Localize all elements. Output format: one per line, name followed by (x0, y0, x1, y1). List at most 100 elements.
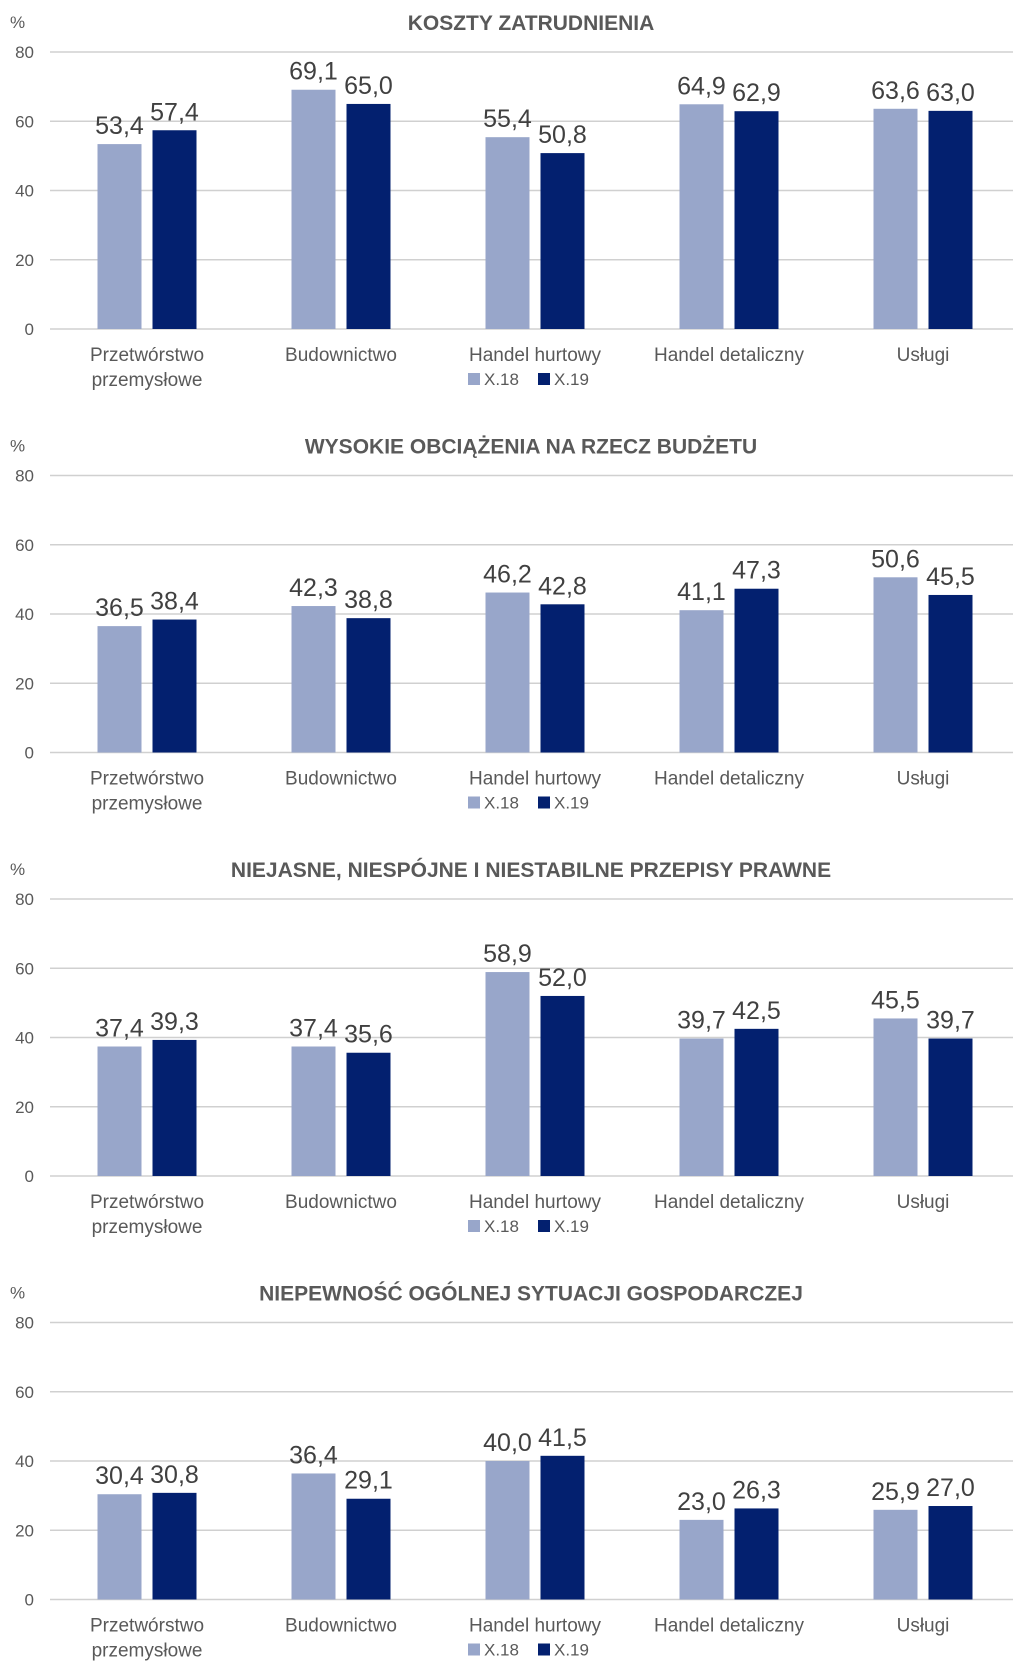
category-label: Handel detaliczny (654, 1616, 804, 1637)
data-label: 39,3 (150, 1008, 199, 1036)
bar-x18 (97, 144, 142, 329)
data-label: 62,9 (732, 79, 781, 107)
data-label: 69,1 (289, 58, 338, 86)
legend-label: X.18 (484, 370, 519, 389)
category-label: Handel detaliczny (654, 1192, 804, 1213)
y-tick-label: 60 (15, 112, 34, 131)
bar-x19 (734, 1028, 779, 1176)
category-label: Handel hurtowy (469, 1192, 602, 1213)
category-label: Budownictwo (285, 769, 397, 790)
data-label: 57,4 (150, 98, 199, 126)
category-label: Przetwórstwo (90, 1192, 204, 1213)
bar-x18 (873, 108, 918, 329)
legend-label: X.19 (554, 794, 589, 813)
legend-swatch-x18 (468, 1643, 480, 1656)
bar-x19 (734, 111, 779, 330)
category-label: Usługi (897, 1616, 950, 1637)
bar-x19 (734, 1508, 779, 1600)
category-label: przemysłowe (92, 794, 203, 815)
chart-panel-2: % WYSOKIE OBCIĄŻENIA NA RZECZ BUDŻETU 0 20 4… (10, 436, 1013, 815)
y-tick-label: 80 (15, 43, 34, 62)
bar-x19 (346, 1498, 391, 1600)
unit-label: % (10, 437, 25, 456)
category-label: przemysłowe (92, 370, 203, 391)
data-label: 45,5 (926, 563, 975, 591)
legend-swatch-x18 (468, 796, 480, 809)
unit-label: % (10, 860, 25, 879)
bar-x19 (540, 1455, 585, 1600)
bar-x18 (679, 610, 724, 753)
y-tick-label: 0 (25, 320, 34, 339)
data-label: 37,4 (289, 1015, 338, 1043)
bar-x19 (928, 1506, 973, 1600)
data-label: 35,6 (344, 1021, 393, 1049)
category-label: Przetwórstwo (90, 769, 204, 790)
data-label: 25,9 (871, 1478, 920, 1506)
data-label: 50,6 (871, 545, 920, 573)
bar-x18 (291, 606, 336, 753)
legend-label: X.18 (484, 1641, 519, 1660)
bar-x19 (540, 995, 585, 1176)
y-tick-label: 20 (15, 1098, 34, 1117)
y-tick-label: 20 (15, 1521, 34, 1540)
y-tick-label: 0 (25, 1591, 34, 1610)
y-tick-label: 40 (15, 1452, 34, 1471)
bar-x18 (291, 89, 336, 330)
bar-x18 (873, 1018, 918, 1176)
data-label: 30,4 (95, 1462, 144, 1490)
data-label: 39,7 (677, 1007, 726, 1035)
data-label: 63,6 (871, 77, 920, 105)
chart-panel-3: % NIEJASNE, NIESPÓJNE I NIESTABILNE PRZEP… (10, 858, 1013, 1238)
bar-x18 (97, 1494, 142, 1600)
category-label: Handel hurtowy (469, 345, 602, 366)
legend-label: X.18 (484, 1217, 519, 1236)
data-label: 63,0 (926, 79, 975, 107)
category-label: Budownictwo (285, 1616, 397, 1637)
data-label: 47,3 (732, 557, 781, 585)
legend-swatch-x19 (538, 1643, 550, 1656)
y-tick-label: 80 (15, 890, 34, 909)
data-label: 42,5 (732, 997, 781, 1025)
data-label: 40,0 (483, 1429, 532, 1457)
bar-x19 (152, 1492, 197, 1600)
data-label: 41,1 (677, 578, 726, 606)
category-label: Przetwórstwo (90, 345, 204, 366)
bar-x19 (152, 619, 197, 753)
bar-x18 (485, 592, 530, 753)
data-label: 45,5 (871, 986, 920, 1014)
bar-x18 (873, 577, 918, 753)
y-tick-label: 0 (25, 744, 34, 763)
bar-x19 (346, 618, 391, 753)
legend-swatch-x18 (468, 373, 480, 385)
chart-title: NIEJASNE, NIESPÓJNE I NIESTABILNE PRZEPI… (231, 858, 831, 882)
data-label: 36,4 (289, 1441, 338, 1469)
category-label: Handel detaliczny (654, 769, 804, 790)
unit-label: % (10, 1284, 25, 1303)
chart-title: NIEPEWNOŚĆ OGÓLNEJ SYTUACJI GOSPODARCZEJ (259, 1282, 803, 1306)
y-tick-label: 40 (15, 182, 34, 201)
chart-panel-4: % NIEPEWNOŚĆ OGÓLNEJ SYTUACJI GOSPODARCZE… (10, 1282, 1013, 1662)
bar-x18 (679, 1519, 724, 1600)
legend-swatch-x18 (468, 1220, 480, 1232)
data-label: 29,1 (344, 1467, 393, 1495)
y-tick-label: 60 (15, 536, 34, 555)
category-label: przemysłowe (92, 1641, 203, 1662)
legend-label: X.19 (554, 1217, 589, 1236)
category-label: Handel hurtowy (469, 1616, 602, 1637)
bar-x19 (346, 103, 391, 329)
bar-x19 (928, 110, 973, 329)
data-label: 50,8 (538, 121, 587, 149)
legend-swatch-x19 (538, 373, 550, 385)
bar-x18 (485, 137, 530, 329)
y-tick-label: 0 (25, 1167, 34, 1186)
bar-x18 (485, 1461, 530, 1600)
y-tick-label: 80 (15, 1314, 34, 1333)
data-label: 23,0 (677, 1488, 726, 1516)
y-tick-label: 20 (15, 251, 34, 270)
legend-label: X.18 (484, 794, 519, 813)
data-label: 38,8 (344, 586, 393, 614)
bar-x19 (928, 594, 973, 753)
data-label: 37,4 (95, 1015, 144, 1043)
